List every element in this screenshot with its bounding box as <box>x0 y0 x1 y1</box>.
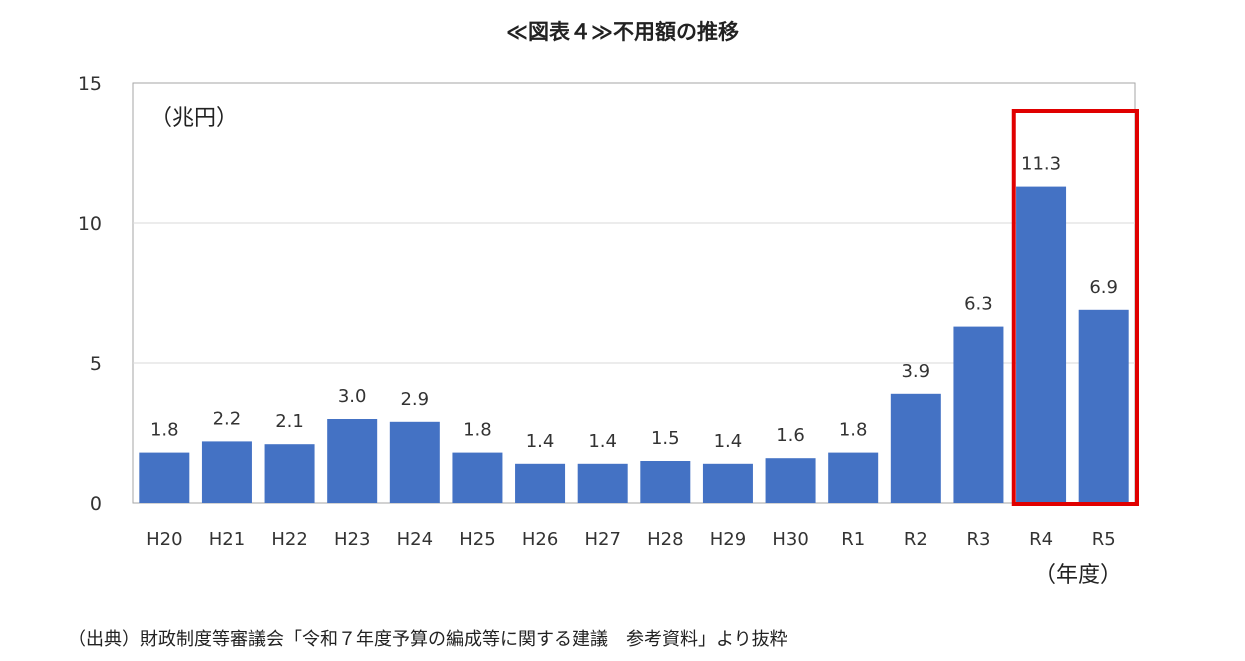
x-tick-label: H30 <box>772 529 808 550</box>
bar-value-label: 1.4 <box>714 431 743 452</box>
bar-value-label: 6.3 <box>964 294 993 315</box>
y-tick-label: 10 <box>78 213 102 235</box>
bar-value-label: 2.9 <box>400 389 429 410</box>
y-tick-label: 15 <box>78 73 102 95</box>
bar-value-label: 1.6 <box>776 425 805 446</box>
bar <box>139 452 190 503</box>
bar <box>953 326 1004 503</box>
bar <box>765 458 816 503</box>
source-note: （出典）財政制度等審議会「令和７年度予算の編成等に関する建議 参考資料」より抜粋 <box>68 629 788 650</box>
x-tick-label: H20 <box>146 529 182 550</box>
bar-value-label: 2.2 <box>213 408 242 429</box>
bar-value-label: 3.0 <box>338 386 367 407</box>
bar <box>515 463 566 503</box>
x-tick-label: H27 <box>584 529 620 550</box>
bar <box>264 444 315 503</box>
x-tick-label: H23 <box>334 529 370 550</box>
bar <box>890 393 941 503</box>
x-tick-label: H24 <box>397 529 433 550</box>
x-tick-label: R1 <box>841 529 865 550</box>
x-tick-label: R5 <box>1092 529 1116 550</box>
bar <box>828 452 879 503</box>
bar <box>1078 309 1129 503</box>
y-tick-label: 0 <box>90 493 102 515</box>
x-tick-label: R2 <box>904 529 928 550</box>
x-tick-label: R4 <box>1029 529 1053 550</box>
x-tick-label: R3 <box>966 529 990 550</box>
bar-value-label: 11.3 <box>1021 154 1061 175</box>
x-tick-label: H22 <box>271 529 307 550</box>
bar <box>640 461 691 503</box>
bar-value-label: 1.5 <box>651 428 680 449</box>
y-tick-label: 5 <box>90 353 102 375</box>
bar-value-label: 2.1 <box>275 411 304 432</box>
bar <box>389 421 440 503</box>
bar <box>327 419 378 503</box>
y-axis-unit-label: （兆円） <box>150 106 239 131</box>
bar <box>702 463 753 503</box>
x-tick-label: H26 <box>522 529 558 550</box>
bar-value-label: 6.9 <box>1089 277 1118 298</box>
x-tick-label: H29 <box>710 529 746 550</box>
bar <box>1016 186 1067 503</box>
x-tick-label: H21 <box>209 529 245 550</box>
bar-value-label: 3.9 <box>901 361 930 382</box>
x-axis-unit-label: （年度） <box>1034 563 1123 588</box>
bar-value-label: 1.8 <box>463 420 492 441</box>
bar <box>452 452 503 503</box>
bar-value-label: 1.4 <box>526 431 555 452</box>
bar <box>577 463 628 503</box>
x-tick-label: H25 <box>459 529 495 550</box>
x-tick-label: H28 <box>647 529 683 550</box>
bar-value-label: 1.8 <box>839 420 868 441</box>
highlight-box <box>1011 109 1139 506</box>
bar-value-label: 1.8 <box>150 420 179 441</box>
bar <box>201 441 252 503</box>
bar-value-label: 1.4 <box>588 431 617 452</box>
chart-title: ≪図表４≫不用額の推移 <box>506 20 739 44</box>
